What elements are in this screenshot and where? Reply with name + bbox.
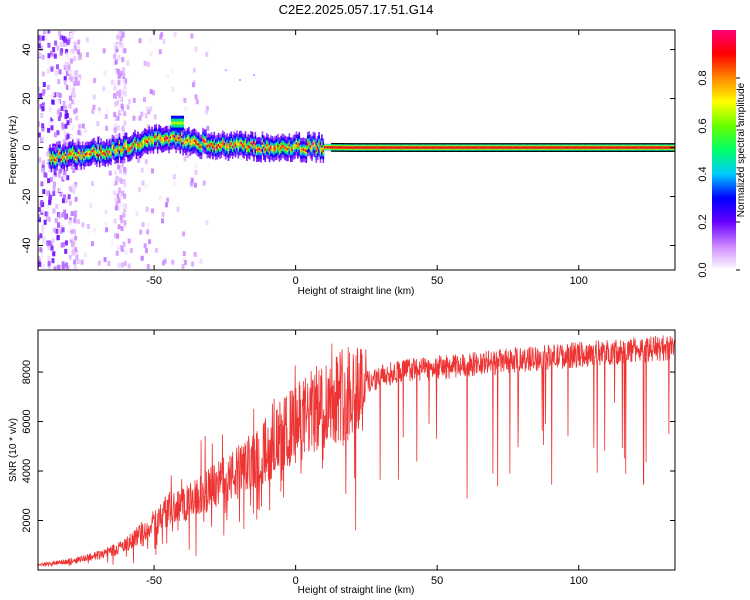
spectrogram-y-tick-label: 20 <box>21 92 33 104</box>
colorbar-tick-label: 0.6 <box>697 118 709 133</box>
spectrogram-frame <box>37 29 676 271</box>
snr-x-tick-label: 0 <box>293 575 299 587</box>
spectrogram-y-tick-label: -20 <box>21 189 33 205</box>
spectrogram-y-tick-label: 40 <box>21 43 33 55</box>
snr-x-tick-label: -50 <box>146 575 162 587</box>
spectrogram-x-tick-label: 100 <box>570 275 588 287</box>
snr-x-tick-label: 50 <box>431 575 443 587</box>
spectrogram-noise <box>38 30 210 270</box>
snr-panel: -50 0 50 100 2000 4000 6000 8000 Height of str… <box>8 329 676 596</box>
colorbar-label: Normalized spectral amplitude <box>736 82 747 217</box>
snr-y-tick-label: 4000 <box>21 459 33 483</box>
spectrogram-y-ticks: -40 -20 0 20 40 <box>21 43 675 253</box>
snr-y-tick-label: 2000 <box>21 508 33 532</box>
colorbar-tick-label: 0.2 <box>697 214 709 229</box>
spectrogram-y-label: Frequency (Hz) <box>8 116 19 185</box>
spectrogram-x-tick-label: 50 <box>431 275 443 287</box>
snr-y-ticks: 2000 4000 6000 8000 <box>21 360 675 533</box>
figure-title: C2E2.2025.057.17.51.G14 <box>279 2 434 17</box>
snr-area <box>38 335 675 567</box>
spectrogram-x-tick-label: -50 <box>146 275 162 287</box>
spectrogram-y-tick-label: -40 <box>21 238 33 254</box>
spectrogram-y-tick-label: 0 <box>21 144 33 150</box>
snr-series-line <box>38 335 675 567</box>
spectrogram-x-tick-label: 0 <box>293 275 299 287</box>
snr-y-tick-label: 8000 <box>21 360 33 384</box>
colorbar-tick-label: 0.0 <box>697 262 709 277</box>
snr-y-tick-label: 6000 <box>21 409 33 433</box>
spectrogram-panel: -50 0 50 100 -40 -20 0 20 40 Height of straight… <box>8 29 676 297</box>
spectrogram-x-label: Height of straight line (km) <box>298 286 415 297</box>
colorbar: 0.0 0.2 0.4 0.6 0.8 Normalized spectral ampl… <box>697 30 747 278</box>
snr-y-label: SNR (10 * v/v) <box>8 418 19 482</box>
snr-frame <box>37 329 676 571</box>
snr-x-ticks: -50 0 50 100 <box>146 330 588 587</box>
spectrogram-x-ticks: -50 0 50 100 <box>146 30 588 287</box>
colorbar-ticks: 0.0 0.2 0.4 0.6 0.8 <box>697 70 740 278</box>
colorbar-tick-label: 0.4 <box>697 166 709 181</box>
colorbar-gradient <box>712 30 736 270</box>
spectrogram-ridge <box>49 69 675 173</box>
snr-x-label: Height of straight line (km) <box>298 585 415 596</box>
snr-x-tick-label: 100 <box>570 575 588 587</box>
spectrogram-area <box>38 30 675 270</box>
colorbar-tick-label: 0.8 <box>697 70 709 85</box>
